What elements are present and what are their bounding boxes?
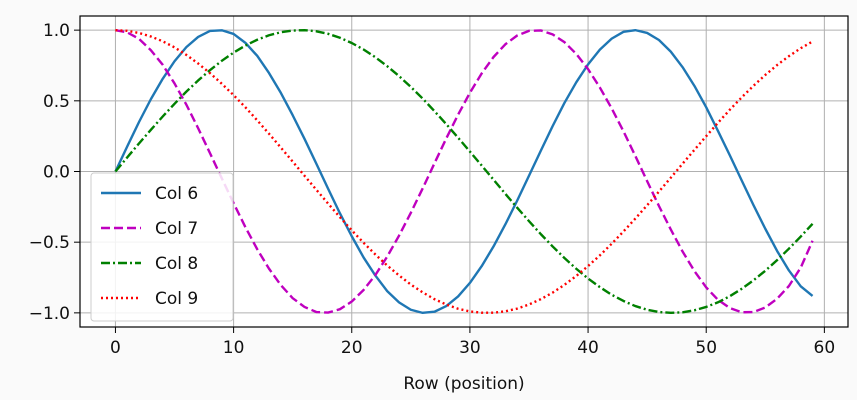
y-tick-label: 0.5 bbox=[43, 92, 70, 112]
y-tick-label: 0.0 bbox=[43, 163, 70, 183]
series-line-1 bbox=[114, 28, 814, 315]
x-tick-label: 30 bbox=[459, 338, 481, 358]
legend-label: Col 7 bbox=[155, 219, 198, 239]
x-axis-label: Row (position) bbox=[403, 374, 524, 394]
legend-item: Col 6 bbox=[101, 184, 198, 204]
x-tick-label: 60 bbox=[814, 338, 836, 358]
series-line-4 bbox=[115, 28, 814, 314]
legend: Col 6 Col 7 Col 8 Col 9 bbox=[90, 172, 234, 322]
legend-items: Col 6 Col 7 Col 8 Col 9 bbox=[101, 184, 198, 309]
x-axis-ticks: 0 10 20 30 40 50 60 bbox=[110, 327, 835, 358]
legend-item: Col 8 bbox=[101, 254, 198, 274]
legend-item: Col 9 bbox=[101, 289, 198, 309]
legend-label: Col 9 bbox=[155, 289, 198, 309]
x-tick-label: 50 bbox=[695, 338, 717, 358]
y-tick-label: 1.0 bbox=[43, 21, 70, 41]
x-tick-label: 0 bbox=[110, 338, 121, 358]
legend-label: Col 8 bbox=[155, 254, 198, 274]
legend-box bbox=[90, 172, 234, 322]
y-axis-ticks: −1.0 −0.5 0.0 0.5 1.0 bbox=[29, 21, 80, 324]
series-line-3 bbox=[114, 28, 814, 315]
x-tick-label: 40 bbox=[577, 338, 599, 358]
y-tick-label: −1.0 bbox=[29, 304, 70, 324]
x-tick-label: 20 bbox=[341, 338, 363, 358]
legend-label: Col 6 bbox=[155, 184, 198, 204]
x-tick-label: 10 bbox=[223, 338, 245, 358]
legend-item: Col 7 bbox=[101, 219, 198, 239]
y-tick-label: −0.5 bbox=[29, 233, 70, 253]
